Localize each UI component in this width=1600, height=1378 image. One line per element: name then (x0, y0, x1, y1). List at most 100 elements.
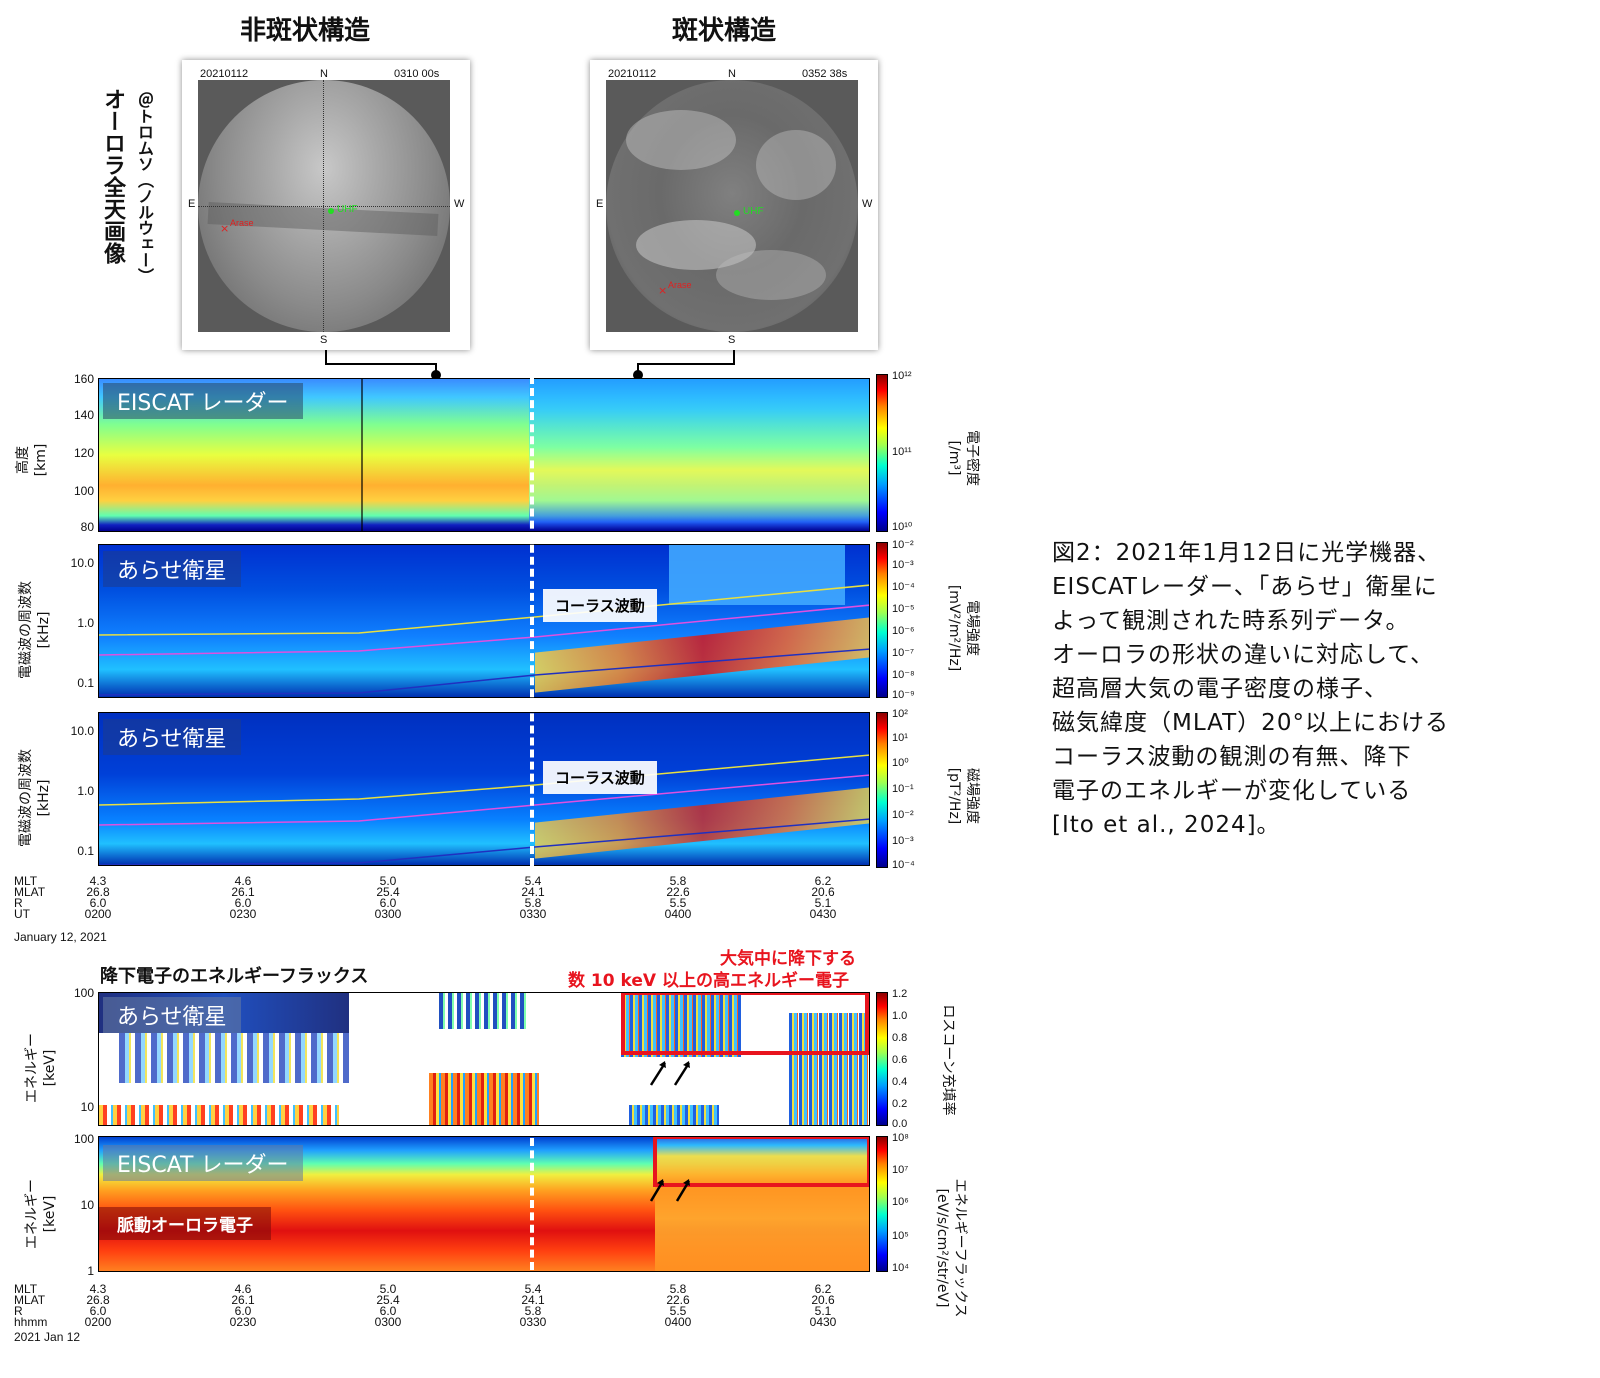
panel-banner: EISCAT レーダー (103, 1145, 303, 1181)
panel2-cbtick: 10⁻⁵ (892, 603, 915, 615)
panel4-colorbar (876, 992, 888, 1126)
panel4-cbtick: 0.4 (892, 1076, 908, 1088)
caption-line: EISCATレーダー、「あらせ」衛星に (1052, 574, 1438, 600)
xaxis2-col: 4.3 26.8 6.0 0200 (84, 1282, 112, 1329)
panel1-cbtick: 10¹² (892, 370, 912, 382)
xaxis2-date: 2021 Jan 12 (14, 1330, 81, 1344)
panel5-cbtick: 10⁵ (892, 1230, 909, 1242)
panel-arase-bfield: あらせ衛星 コーラス波動 (98, 712, 870, 866)
xaxis2-col: 4.6 26.1 6.0 0230 (229, 1282, 257, 1329)
xaxis1-date: January 12, 2021 (14, 930, 107, 944)
panel3-ytick: 10.0 (70, 724, 94, 738)
panel3-ylabel: 電磁波の周波数 [kHz] (18, 749, 52, 847)
panel2-ytick: 10.0 (70, 556, 94, 570)
sky-time: 0352 38s (802, 68, 848, 80)
sky-south: S (728, 334, 736, 346)
caption-line: コーラス波動の観測の有無、降下 (1052, 744, 1412, 770)
panel-eiscat-density: EISCAT レーダー (98, 378, 870, 532)
sky-east: E (596, 198, 604, 210)
panel2-ytick: 0.1 (77, 676, 94, 690)
panel5-cblabel: エネルギーフラックス [eV/s/cm²/str/eV] (934, 1178, 968, 1318)
xaxis2-col: 5.0 25.4 6.0 0300 (374, 1282, 402, 1329)
panel5-ytick: 100 (73, 1132, 94, 1146)
pulsating-aurora-label: 脈動オーロラ電子 (99, 1207, 271, 1240)
panel1-ytick-160: 160 (73, 372, 94, 386)
xaxis2-col: 6.2 20.6 5.1 0430 (809, 1282, 837, 1329)
panel2-ylabel: 電磁波の周波数 [kHz] (18, 581, 52, 679)
caption-line: 磁気緯度（MLAT）20°以上における (1052, 710, 1449, 736)
sky-north: N (320, 68, 328, 80)
header-non-patchy: 非斑状構造 (240, 16, 371, 46)
figure-caption: 図2：2021年1月12日に光学機器、 EISCATレーダー、「あらせ」衛星に … (1052, 536, 1449, 842)
panel3-cbtick: 10² (892, 708, 908, 720)
time-marker-dashed (530, 376, 534, 866)
sky-uhf-label: UHF (743, 206, 764, 217)
panel-banner: あらせ衛星 (103, 719, 241, 755)
panel1-ytick-140: 140 (73, 408, 94, 422)
panel-eiscat-flux: EISCAT レーダー 脈動オーロラ電子 (98, 1136, 870, 1272)
panel1-cbtick: 10¹¹ (892, 446, 912, 458)
xaxis2-col: 5.4 24.1 5.8 0330 (519, 1282, 547, 1329)
sky-east: E (188, 198, 196, 210)
panel5-cbtick: 10⁷ (892, 1164, 909, 1176)
chorus-label: コーラス波動 (543, 761, 657, 794)
sky-fisheye: UHF × Arase (606, 80, 858, 332)
panel2-cbtick: 10⁻⁴ (892, 581, 915, 593)
xaxis2-col: 5.8 22.6 5.5 0400 (664, 1282, 692, 1329)
panel4-cbtick: 0.8 (892, 1032, 908, 1044)
panel4-cbtick: 0.2 (892, 1098, 908, 1110)
side-subtitle: ＠トロムソ（ノルウェー） (135, 92, 154, 284)
panel2-cbtick: 10⁻³ (892, 559, 914, 571)
panel3-colorbar (876, 712, 888, 868)
panel-arase-efield: あらせ衛星 コーラス波動 (98, 544, 870, 698)
red-note-line1: 大気中に降下する (720, 949, 856, 969)
panel3-cbtick: 10⁰ (892, 757, 909, 769)
side-title-main: オーロラ全天画像 (100, 88, 125, 264)
panel2-cbtick: 10⁻² (892, 539, 914, 551)
panel4-cbtick: 0.6 (892, 1054, 908, 1066)
panel4-ylabel: エネルギー [keV] (24, 1033, 58, 1103)
sky-arase-label: Arase (668, 280, 692, 290)
xaxis1-col: 5.0 25.4 6.0 0300 (374, 874, 402, 921)
panel1-ytick-80: 80 (80, 520, 94, 534)
panel4-cbtick: 0.0 (892, 1118, 908, 1130)
caption-line: [Ito et al., 2024]。 (1052, 812, 1281, 838)
panel-arase-losscone: あらせ衛星 (98, 992, 870, 1126)
panel5-colorbar (876, 1136, 888, 1272)
panel3-cblabel: 磁場強度 [pT²/Hz] (946, 767, 980, 825)
sky-arase-label: Arase (230, 218, 254, 228)
panel4-ytick: 100 (73, 986, 94, 1000)
sky-image-right: 20210112 N 0352 38s E W S UHF × Arase (590, 60, 878, 350)
caption-line: 超高層大気の電子密度の様子、 (1052, 676, 1388, 702)
xaxis1-col: 5.8 22.6 5.5 0400 (664, 874, 692, 921)
panel-banner: あらせ衛星 (103, 997, 241, 1033)
panel4-ytick: 10 (80, 1100, 94, 1114)
panel5-ylabel: エネルギー [keV] (24, 1179, 58, 1249)
panel3-cbtick: 10⁻³ (892, 835, 914, 847)
sky-date: 20210112 (200, 68, 249, 80)
panel2-cblabel: 電場強度 [mV²/m²/Hz] (946, 584, 980, 672)
sky-time: 0310 00s (394, 68, 440, 80)
panel2-cbtick: 10⁻⁸ (892, 669, 915, 681)
sky-west: W (454, 198, 465, 210)
highlight-box (653, 1137, 869, 1187)
xaxis1-labels: MLT MLAT R UT (14, 874, 46, 921)
panel2-cbtick: 10⁻⁶ (892, 625, 915, 637)
red-note-line2: 数 10 keV 以上の高エネルギー電子 (568, 971, 849, 991)
chorus-label: コーラス波動 (543, 589, 657, 622)
panel4-cblabel: ロスコーン充填率 (940, 1004, 956, 1116)
panel3-ytick: 0.1 (77, 844, 94, 858)
panel5-cbtick: 10⁶ (892, 1196, 909, 1208)
panel1-ylabel: 高度 [km] (15, 443, 49, 477)
panel5-ytick: 1 (87, 1264, 94, 1278)
panel-banner: あらせ衛星 (103, 551, 241, 587)
panel3-cbtick: 10¹ (892, 732, 908, 744)
panel1-ytick-100: 100 (73, 484, 94, 498)
sky-south: S (320, 334, 328, 346)
panel1-ytick-120: 120 (73, 446, 94, 460)
panel5-cbtick: 10⁸ (892, 1132, 909, 1144)
section2-title: 降下電子のエネルギーフラックス (100, 966, 369, 987)
panel5-ytick: 10 (80, 1198, 94, 1212)
xaxis1-col: 6.2 20.6 5.1 0430 (809, 874, 837, 921)
